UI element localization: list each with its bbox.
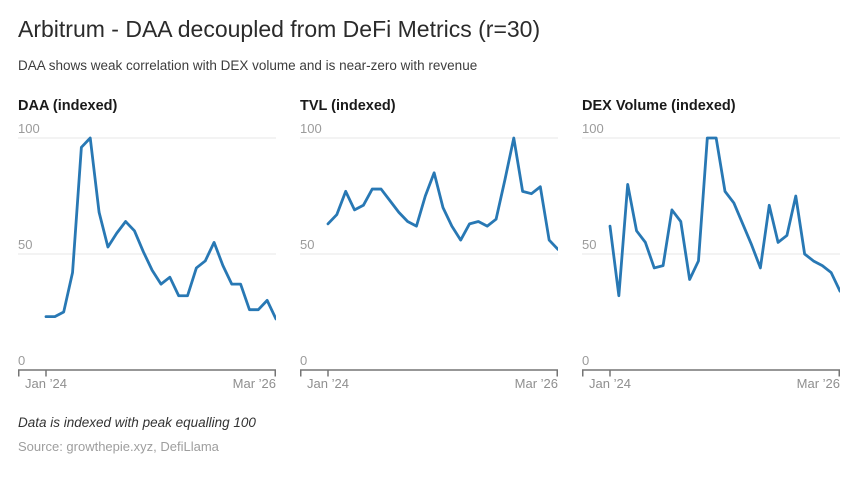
panel-title-tvl: TVL (indexed) xyxy=(300,98,396,114)
svg-text:Mar ’26: Mar ’26 xyxy=(233,376,276,391)
svg-text:0: 0 xyxy=(300,353,307,368)
dex-volume-line-chart: 0 50 100 Jan ’24 Mar ’26 xyxy=(582,121,840,391)
source-line: Source: growthepie.xyz, DefiLlama xyxy=(18,439,219,454)
panel-title-daa: DAA (indexed) xyxy=(18,98,118,114)
svg-text:Mar ’26: Mar ’26 xyxy=(797,376,840,391)
tvl-line-chart: 0 50 100 Jan ’24 Mar ’26 xyxy=(300,121,558,391)
svg-text:100: 100 xyxy=(300,121,322,136)
svg-text:Mar ’26: Mar ’26 xyxy=(515,376,558,391)
svg-text:Jan ’24: Jan ’24 xyxy=(25,376,67,391)
svg-text:0: 0 xyxy=(582,353,589,368)
svg-text:50: 50 xyxy=(18,237,32,252)
footnote: Data is indexed with peak equalling 100 xyxy=(18,415,256,430)
chart-title: Arbitrum - DAA decoupled from DeFi Metri… xyxy=(18,16,541,42)
panel-daa: DAA (indexed) 0 50 100 Jan ’24 Mar ’26 xyxy=(18,96,276,392)
svg-text:Jan ’24: Jan ’24 xyxy=(589,376,631,391)
svg-text:50: 50 xyxy=(582,237,596,252)
svg-text:50: 50 xyxy=(300,237,314,252)
small-multiples-row: DAA (indexed) 0 50 100 Jan ’24 Mar ’26 TVL (… xyxy=(18,96,842,392)
daa-line-chart: 0 50 100 Jan ’24 Mar ’26 xyxy=(18,121,276,391)
chart-subtitle: DAA shows weak correlation with DEX volu… xyxy=(18,58,478,73)
svg-text:100: 100 xyxy=(582,121,604,136)
panel-tvl: TVL (indexed) 0 50 100 Jan ’24 Mar ’26 xyxy=(300,96,558,392)
panel-title-dex-volume: DEX Volume (indexed) xyxy=(582,98,736,114)
svg-text:0: 0 xyxy=(18,353,25,368)
panel-dex-volume: DEX Volume (indexed) 0 50 100 Jan ’24 Mar ’2… xyxy=(582,96,840,392)
svg-text:100: 100 xyxy=(18,121,40,136)
svg-text:Jan ’24: Jan ’24 xyxy=(307,376,349,391)
